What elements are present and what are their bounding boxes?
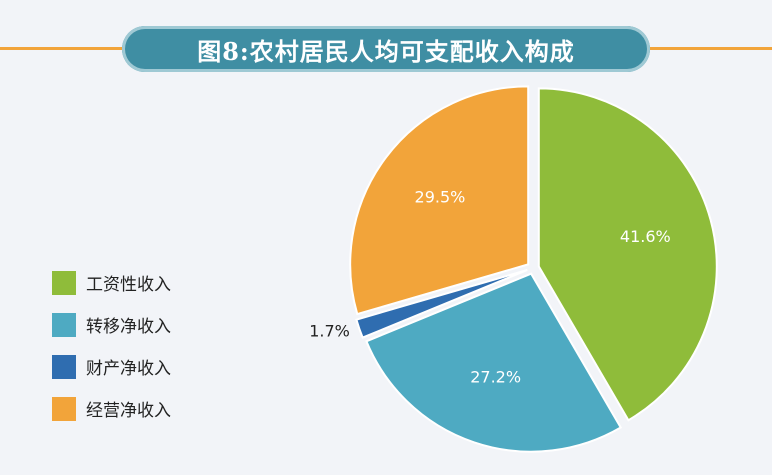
pie-slice-business (349, 85, 530, 316)
legend-swatch-wage (52, 270, 76, 295)
legend-label-wage: 工资性收入 (86, 275, 171, 295)
legend-item-property: 财产净收入 (52, 354, 171, 379)
legend-item-wage: 工资性收入 (52, 270, 171, 295)
pie-label-transfer: 27.2% (470, 368, 521, 387)
legend-item-business: 经营净收入 (52, 396, 171, 421)
title-banner: 图8:农村居民人均可支配收入构成 (122, 26, 650, 72)
pie-slice-wage (537, 87, 718, 422)
pie-label-wage: 41.6% (620, 227, 671, 246)
legend-label-business: 经营净收入 (86, 401, 171, 421)
pie-label-property: 1.7% (309, 321, 350, 340)
legend-label-transfer: 转移净收入 (86, 317, 171, 337)
legend-item-transfer: 转移净收入 (52, 312, 171, 337)
legend: 工资性收入 转移净收入 财产净收入 经营净收入 (52, 270, 171, 438)
pie-slice-property (355, 269, 528, 339)
legend-swatch-transfer (52, 312, 76, 337)
chart-title: 图8:农村居民人均可支配收入构成 (197, 36, 575, 66)
legend-swatch-property (52, 354, 76, 379)
legend-label-property: 财产净收入 (86, 359, 171, 379)
legend-swatch-business (52, 396, 76, 421)
pie-label-business: 29.5% (415, 188, 466, 207)
pie-slice-transfer (365, 272, 623, 453)
